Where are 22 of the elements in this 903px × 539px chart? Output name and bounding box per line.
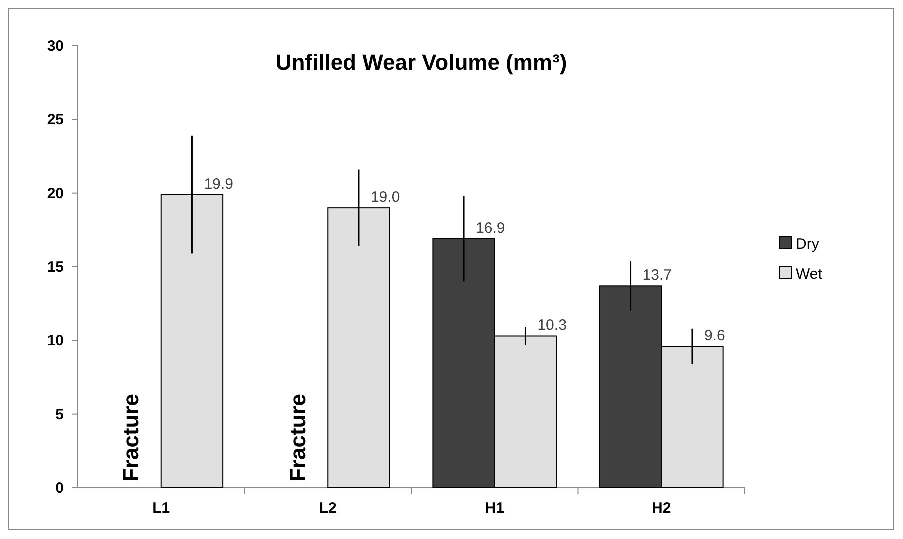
y-tick-label: 20 [47, 185, 64, 202]
x-tick-label: L2 [319, 500, 337, 517]
data-label: 13.7 [642, 267, 672, 284]
data-label: 19.9 [204, 176, 234, 193]
data-label: 16.9 [476, 220, 506, 238]
y-tick-label: 30 [47, 38, 64, 55]
y-tick-label: 25 [47, 112, 64, 129]
annotation: Fracture [285, 394, 310, 482]
x-tick-label: H1 [485, 500, 504, 517]
legend-label: Wet [796, 266, 824, 283]
legend-label: Dry [796, 236, 820, 253]
y-tick-label: 5 [56, 406, 64, 424]
y-tick-label: 15 [47, 259, 64, 276]
chart-title: Unfilled Wear Volume (mm³) [276, 50, 568, 75]
x-tick-label: L1 [152, 500, 170, 517]
annotation: Fracture [118, 394, 144, 482]
y-tick-label: 0 [56, 480, 64, 497]
x-tick-label: H2 [652, 500, 672, 517]
y-tick-label: 10 [47, 332, 64, 350]
data-label: 19.0 [370, 189, 400, 206]
data-label: 9.6 [704, 328, 726, 345]
data-label: 10.3 [538, 317, 567, 334]
